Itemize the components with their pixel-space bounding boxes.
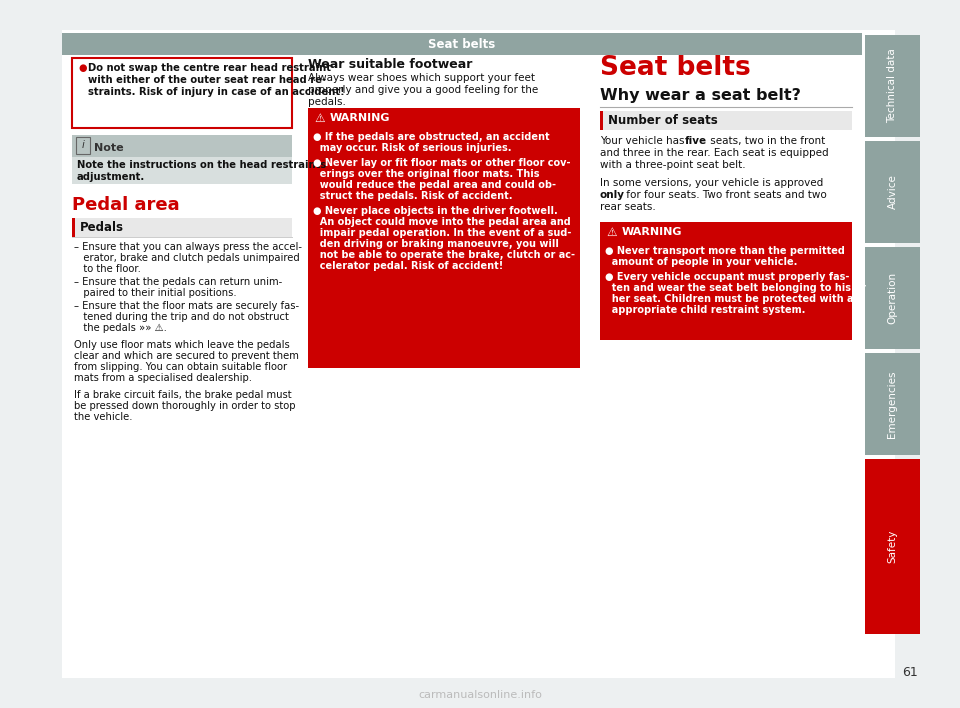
- Text: ● If the pedals are obstructed, an accident: ● If the pedals are obstructed, an accid…: [313, 132, 550, 142]
- Text: pedals.: pedals.: [308, 97, 346, 107]
- Bar: [600, 222, 852, 242]
- Text: Seat belts: Seat belts: [600, 55, 751, 81]
- Text: not be able to operate the brake, clutch or ac-: not be able to operate the brake, clutch…: [313, 250, 575, 260]
- Text: WARNING: WARNING: [622, 227, 683, 237]
- Text: Do not swap the centre rear head restraint: Do not swap the centre rear head restrai…: [88, 63, 331, 73]
- Text: celerator pedal. Risk of accident!: celerator pedal. Risk of accident!: [313, 261, 503, 271]
- Bar: [600, 111, 852, 130]
- Text: to the floor.: to the floor.: [74, 264, 141, 274]
- Bar: [72, 135, 292, 157]
- Bar: [72, 58, 292, 128]
- Text: Only use floor mats which leave the pedals: Only use floor mats which leave the peda…: [74, 340, 290, 350]
- Text: Seat belts: Seat belts: [428, 38, 495, 50]
- Text: erings over the original floor mats. This: erings over the original floor mats. Thi…: [313, 169, 540, 179]
- Text: straints. Risk of injury in case of an accident!: straints. Risk of injury in case of an a…: [88, 87, 345, 97]
- Text: for four seats. Two front seats and two: for four seats. Two front seats and two: [623, 190, 827, 200]
- Text: struct the pedals. Risk of accident.: struct the pedals. Risk of accident.: [313, 191, 513, 201]
- Text: mats from a specialised dealership.: mats from a specialised dealership.: [74, 373, 252, 383]
- Bar: [600, 111, 603, 130]
- Text: An object could move into the pedal area and: An object could move into the pedal area…: [313, 217, 571, 227]
- Bar: [600, 222, 852, 340]
- Text: and three in the rear. Each seat is equipped: and three in the rear. Each seat is equi…: [600, 148, 828, 158]
- Text: from slipping. You can obtain suitable floor: from slipping. You can obtain suitable f…: [74, 362, 287, 372]
- Text: Safety: Safety: [887, 530, 898, 563]
- Text: ten and wear the seat belt belonging to his or: ten and wear the seat belt belonging to …: [605, 283, 866, 293]
- Text: – Ensure that you can always press the accel-: – Ensure that you can always press the a…: [74, 242, 302, 252]
- Text: carmanualsonline.info: carmanualsonline.info: [418, 690, 542, 700]
- Text: impair pedal operation. In the event of a sud-: impair pedal operation. In the event of …: [313, 228, 571, 238]
- Text: Note: Note: [94, 143, 124, 153]
- Text: erator, brake and clutch pedals unimpaired: erator, brake and clutch pedals unimpair…: [74, 253, 300, 263]
- Text: be pressed down thoroughly in order to stop: be pressed down thoroughly in order to s…: [74, 401, 296, 411]
- Text: ● Never transport more than the permitted: ● Never transport more than the permitte…: [605, 246, 845, 256]
- Text: ●: ●: [78, 63, 86, 73]
- Text: Why wear a seat belt?: Why wear a seat belt?: [600, 88, 801, 103]
- Bar: [76, 137, 90, 154]
- Text: Always wear shoes which support your feet: Always wear shoes which support your fee…: [308, 73, 535, 83]
- Text: her seat. Children must be protected with an: her seat. Children must be protected wit…: [605, 294, 860, 304]
- Text: In some versions, your vehicle is approved: In some versions, your vehicle is approv…: [600, 178, 824, 188]
- Text: ⚠: ⚠: [314, 111, 324, 125]
- Text: with a three-point seat belt.: with a three-point seat belt.: [600, 160, 746, 170]
- Text: Note the instructions on the head restraints: Note the instructions on the head restra…: [77, 160, 326, 170]
- Bar: [72, 157, 292, 184]
- Bar: [865, 353, 920, 455]
- Text: Your vehicle has: Your vehicle has: [600, 136, 687, 146]
- Text: ⚠: ⚠: [606, 226, 616, 239]
- Text: Pedal area: Pedal area: [72, 196, 180, 214]
- Text: seats, two in the front: seats, two in the front: [707, 136, 826, 146]
- Bar: [865, 35, 920, 137]
- Text: ● Never place objects in the driver footwell.: ● Never place objects in the driver foot…: [313, 206, 558, 216]
- Text: amount of people in your vehicle.: amount of people in your vehicle.: [605, 257, 798, 267]
- Text: five: five: [685, 136, 708, 146]
- Text: If a brake circuit fails, the brake pedal must: If a brake circuit fails, the brake peda…: [74, 390, 292, 400]
- Bar: [865, 141, 920, 243]
- Text: Wear suitable footwear: Wear suitable footwear: [308, 58, 472, 71]
- Text: tened during the trip and do not obstruct: tened during the trip and do not obstruc…: [74, 312, 289, 322]
- Text: clear and which are secured to prevent them: clear and which are secured to prevent t…: [74, 351, 299, 361]
- Text: the pedals »» ⚠.: the pedals »» ⚠.: [74, 323, 167, 333]
- Text: adjustment.: adjustment.: [77, 172, 145, 182]
- Bar: [865, 459, 920, 634]
- Text: rear seats.: rear seats.: [600, 202, 656, 212]
- Text: 61: 61: [902, 666, 918, 678]
- Text: the vehicle.: the vehicle.: [74, 412, 132, 422]
- Text: paired to their initial positions.: paired to their initial positions.: [74, 288, 236, 298]
- Text: – Ensure that the pedals can return unim-: – Ensure that the pedals can return unim…: [74, 277, 282, 287]
- Text: Pedals: Pedals: [80, 221, 124, 234]
- Text: – Ensure that the floor mats are securely fas-: – Ensure that the floor mats are securel…: [74, 301, 300, 311]
- Bar: [62, 33, 862, 55]
- Text: Advice: Advice: [887, 175, 898, 210]
- Text: Operation: Operation: [887, 272, 898, 324]
- Bar: [62, 30, 895, 678]
- Text: with either of the outer seat rear head re-: with either of the outer seat rear head …: [88, 75, 326, 85]
- Text: ● Every vehicle occupant must properly fas-: ● Every vehicle occupant must properly f…: [605, 272, 850, 282]
- Text: Technical data: Technical data: [887, 49, 898, 123]
- Bar: [308, 108, 580, 368]
- Text: WARNING: WARNING: [330, 113, 391, 123]
- Bar: [865, 247, 920, 349]
- Text: Number of seats: Number of seats: [608, 114, 718, 127]
- Text: appropriate child restraint system.: appropriate child restraint system.: [605, 305, 805, 315]
- Text: only: only: [600, 190, 625, 200]
- Text: properly and give you a good feeling for the: properly and give you a good feeling for…: [308, 85, 539, 95]
- Bar: [308, 108, 580, 128]
- Text: i: i: [82, 140, 84, 151]
- Bar: [72, 218, 292, 237]
- Text: would reduce the pedal area and could ob-: would reduce the pedal area and could ob…: [313, 180, 556, 190]
- Text: Emergencies: Emergencies: [887, 370, 898, 438]
- Text: den driving or braking manoeuvre, you will: den driving or braking manoeuvre, you wi…: [313, 239, 559, 249]
- Text: may occur. Risk of serious injuries.: may occur. Risk of serious injuries.: [313, 143, 512, 153]
- Bar: [72, 218, 75, 237]
- Text: ● Never lay or fit floor mats or other floor cov-: ● Never lay or fit floor mats or other f…: [313, 158, 570, 168]
